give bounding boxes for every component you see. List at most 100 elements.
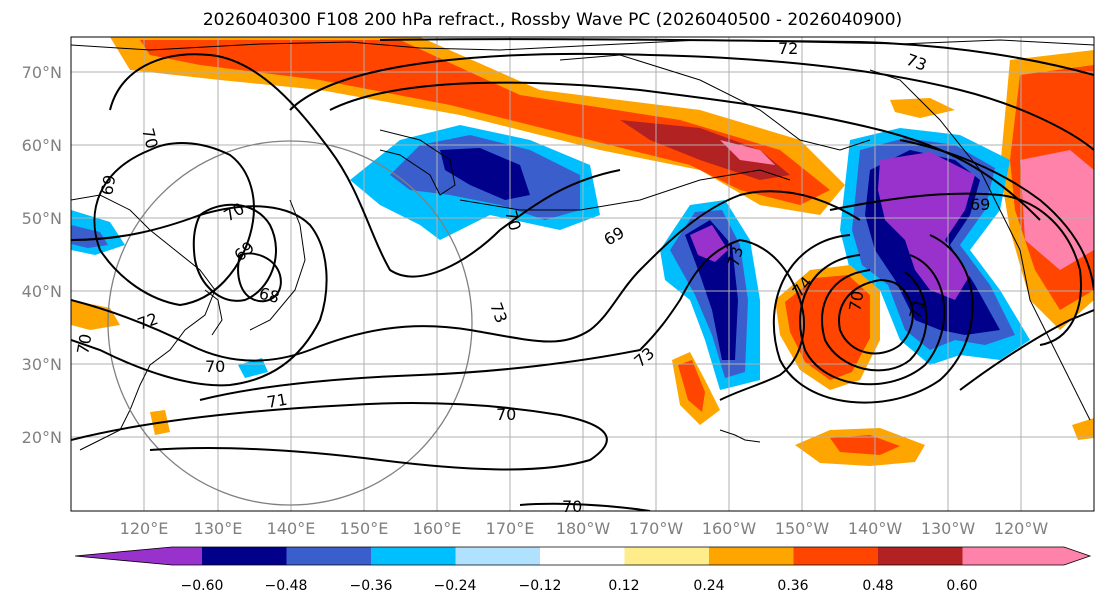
coastline-north-america xyxy=(869,69,1091,421)
lon-label: 160°E xyxy=(413,519,462,538)
contour-line xyxy=(329,81,1041,221)
contour-line xyxy=(772,234,974,404)
positive-patch-small-3 xyxy=(1072,418,1094,440)
coastline-korea xyxy=(204,289,223,336)
map-frame xyxy=(70,36,1095,512)
contour-line xyxy=(93,142,255,307)
shaded-fields xyxy=(71,37,1094,466)
contour-label: 70 xyxy=(501,208,525,233)
positive-anomaly-band-inner xyxy=(140,40,830,205)
contour-label: 68 xyxy=(257,284,282,308)
colorbar-tick: 0.24 xyxy=(693,578,724,594)
colorbar-extend-min xyxy=(75,547,172,565)
contour-label: 70 xyxy=(138,126,162,151)
contour-label: 73 xyxy=(724,244,748,269)
contour-line xyxy=(71,402,608,471)
contour-line xyxy=(799,254,946,386)
colorbar-tick: −0.48 xyxy=(265,578,308,594)
contour-line xyxy=(379,38,1094,76)
coastline-aleutians xyxy=(459,169,791,211)
colorbar xyxy=(74,546,1092,566)
colorbar-segment xyxy=(709,547,794,565)
colorbar-segment xyxy=(624,547,709,565)
wp-negative-core xyxy=(440,148,530,200)
contour-label: 73 xyxy=(904,50,930,75)
contours xyxy=(71,38,1094,511)
contour-line xyxy=(519,502,651,511)
positive-patch-west xyxy=(71,300,120,330)
lon-label: 130°E xyxy=(194,519,243,538)
coastline-japan xyxy=(249,199,306,331)
positive-patch-south-inner xyxy=(830,435,900,455)
colorbar-outline xyxy=(74,546,1092,566)
coastline-kamchatka xyxy=(379,129,456,196)
lat-label: 50°N xyxy=(22,209,62,228)
contour-line xyxy=(829,192,1082,346)
colorbar-extend-max xyxy=(1064,547,1090,565)
coastline-hawaii xyxy=(719,429,761,443)
colorbar-tick: 0.36 xyxy=(777,578,808,594)
contour-line xyxy=(899,139,1094,291)
negative-patch-west-inner xyxy=(71,225,108,248)
contour-label: 71 xyxy=(906,296,930,321)
map-title: 2026040300 F108 200 hPa refract., Rossby… xyxy=(202,10,903,30)
positive-patch-small-1 xyxy=(890,98,955,118)
contour-label: 69 xyxy=(970,195,990,214)
longitude-labels: 120°E 130°E 140°E 150°E 160°E 170°E 180°… xyxy=(120,519,1049,538)
central-negative-trough-peak xyxy=(690,225,728,262)
contour-label: 69 xyxy=(230,237,258,265)
contour-line xyxy=(71,190,861,362)
contour-label: 73 xyxy=(630,343,658,371)
contour-line xyxy=(821,269,928,372)
reference-circle xyxy=(107,140,473,506)
colorbar-segment xyxy=(455,547,540,565)
positive-anomaly-peak xyxy=(720,140,775,165)
lon-label: 180°W xyxy=(556,519,611,538)
colorbar-tick: 0.48 xyxy=(862,578,893,594)
contour-label: 70 xyxy=(73,332,95,355)
contour-label: 69 xyxy=(97,173,119,196)
positive-patch-central-inner xyxy=(678,360,705,412)
negative-patch-small xyxy=(238,358,268,378)
lat-label: 60°N xyxy=(22,136,62,155)
positive-anomaly-band xyxy=(110,37,845,215)
contour-line xyxy=(199,238,805,401)
colorbar-tick: −0.60 xyxy=(181,578,224,594)
lat-label: 40°N xyxy=(22,282,62,301)
contour-line xyxy=(109,53,621,278)
east-negative-peak xyxy=(878,152,975,300)
contour-line xyxy=(289,52,1094,151)
colorbar-segment xyxy=(962,547,1064,565)
lon-label: 130°W xyxy=(921,519,976,538)
colorbar-tick: 0.60 xyxy=(946,578,977,594)
contour-label: 70 xyxy=(562,497,582,516)
contour-label: 70 xyxy=(205,357,225,376)
lat-label: 70°N xyxy=(22,63,62,82)
contour-line xyxy=(959,309,1094,391)
contour-label: 71 xyxy=(265,390,288,412)
latitude-labels: 70°N 60°N 50°N 40°N 30°N 20°N xyxy=(22,63,62,447)
lon-label: 140°E xyxy=(267,519,316,538)
colorbar-tick: −0.12 xyxy=(519,578,562,594)
colorbar-tick: 0.12 xyxy=(608,578,639,594)
colorbar-segment xyxy=(286,547,371,565)
colorbar-segment xyxy=(371,547,456,565)
colorbar-tick-labels: −0.60 −0.48 −0.36 −0.24 −0.12 0.12 0.24 … xyxy=(181,578,978,594)
contour-label: 73 xyxy=(486,300,511,326)
contour-line xyxy=(838,279,914,355)
contour-label: 69 xyxy=(601,223,628,250)
lat-label: 20°N xyxy=(22,428,62,447)
lon-label: 150°E xyxy=(340,519,389,538)
colorbar-segment xyxy=(202,547,287,565)
colorbar-tick: −0.24 xyxy=(434,578,477,594)
contour-line xyxy=(237,252,282,303)
lon-label: 120°W xyxy=(994,519,1049,538)
lon-label: 170°W xyxy=(629,519,684,538)
contour-label: 70 xyxy=(496,405,516,424)
colorbar-segment xyxy=(878,547,963,565)
contour-line xyxy=(192,203,277,302)
colorbar-segment xyxy=(172,547,202,565)
positive-anomaly-core xyxy=(620,120,790,180)
colorbar-segment xyxy=(540,547,625,565)
